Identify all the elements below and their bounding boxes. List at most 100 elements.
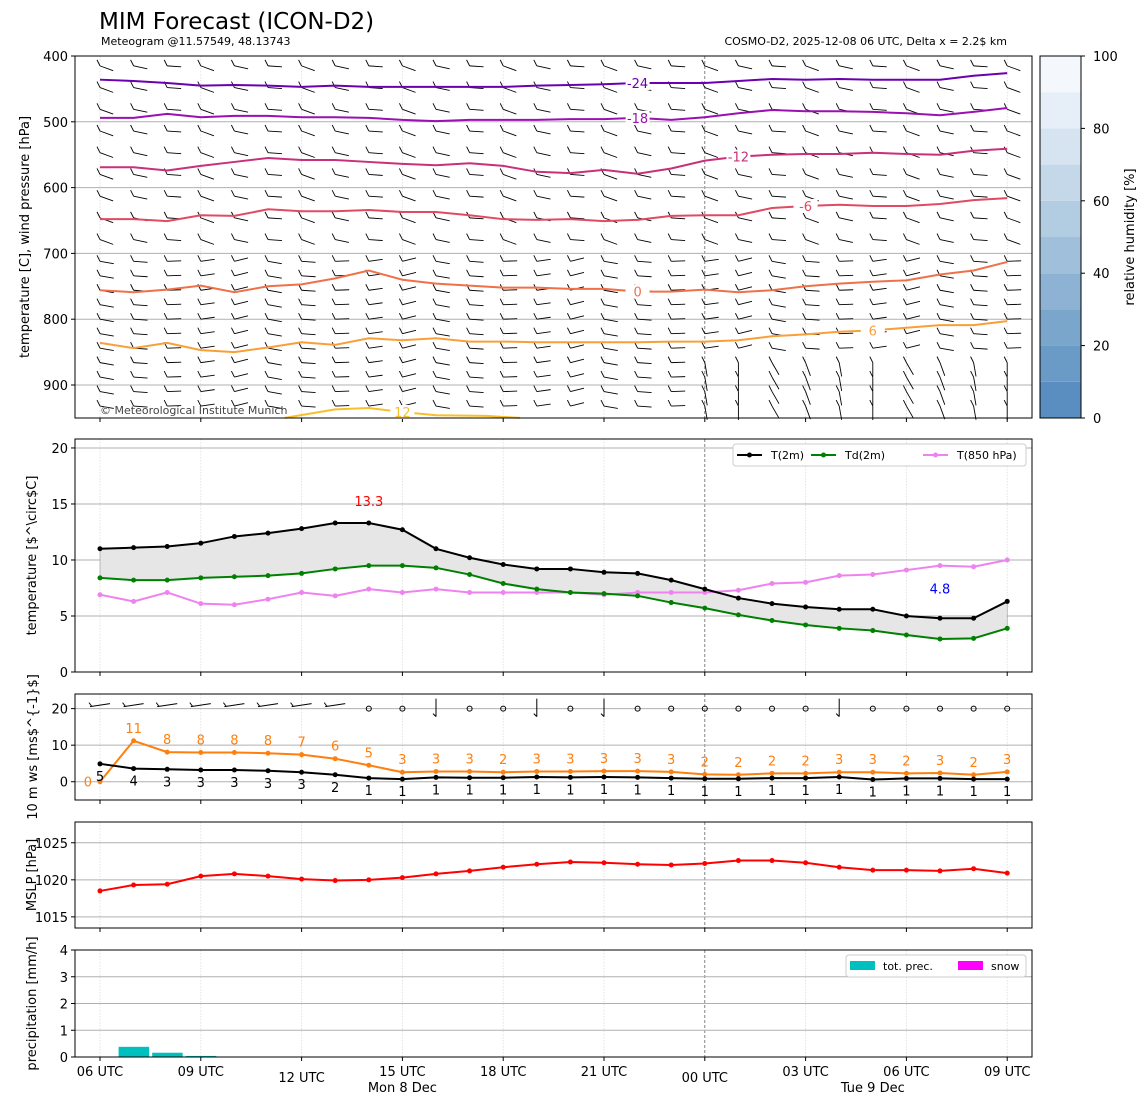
wind-barb — [200, 403, 215, 407]
value-label: 1 — [600, 783, 608, 798]
data-point — [702, 605, 708, 611]
data-point — [903, 613, 909, 619]
wind-barb-flag — [835, 341, 840, 349]
wind-barb-flag — [398, 327, 403, 334]
wind-barb-flag — [634, 298, 639, 305]
data-point — [567, 768, 573, 774]
wind-barb-flag — [365, 356, 370, 363]
wind-barb-flag — [970, 81, 975, 88]
wind-barb — [200, 360, 215, 364]
wind-barb — [671, 217, 686, 220]
wind-barb — [200, 195, 215, 202]
precip-bar — [152, 1052, 183, 1057]
wind-barb-flag — [1003, 385, 1008, 392]
wind-barb — [771, 260, 786, 265]
calm-wind-icon — [903, 705, 910, 712]
wind-barb-flag — [197, 370, 202, 378]
wind-barb — [536, 130, 551, 135]
wind-barb — [234, 239, 249, 243]
wind-barb-flag — [667, 341, 672, 349]
value-label: 1 — [801, 784, 809, 799]
wind-barb — [771, 195, 786, 198]
data-point — [769, 770, 775, 776]
data-point — [601, 569, 607, 575]
wind-barb-flag — [802, 327, 807, 334]
calm-wind-icon — [634, 705, 641, 712]
wind-barb-flag — [768, 312, 773, 320]
value-label: 1 — [633, 783, 641, 798]
y-tick-label: 20 — [51, 703, 68, 718]
wind-barb — [771, 347, 786, 352]
wind-barb — [637, 275, 652, 278]
wind-barb-icon — [533, 698, 538, 717]
wind-barb — [267, 275, 282, 279]
isotherm--24 — [99, 72, 1008, 88]
wind-barb-flag — [869, 284, 874, 291]
wind-barb-flag — [970, 312, 975, 320]
wind-barb — [301, 65, 315, 72]
x-tick-label: 06 UTC — [883, 1065, 929, 1080]
wind-barb-flag — [869, 146, 874, 153]
precip-legend: tot. prec. snow — [845, 954, 1027, 978]
wind-barb-flag — [432, 124, 437, 132]
wind-barb — [368, 331, 383, 335]
wind-barb — [906, 239, 920, 245]
wind-barb-flag — [197, 168, 202, 175]
y-tick-label: 900 — [43, 379, 68, 394]
wind-barb-flag — [230, 233, 235, 240]
data-point — [1004, 625, 1010, 631]
data-point — [971, 866, 977, 872]
wind-barb-flag — [835, 168, 840, 175]
wind-barb-flag — [533, 356, 538, 363]
wind-barb — [906, 391, 914, 404]
wind-barb — [536, 389, 551, 393]
value-label: 3 — [566, 752, 574, 767]
wind-barb — [402, 65, 416, 72]
wind-barb-flag — [96, 284, 101, 291]
wind-barb — [570, 329, 585, 335]
wind-barb-flag — [533, 59, 538, 67]
wind-barb — [771, 304, 786, 308]
wind-barb-flag — [902, 284, 907, 291]
data-point — [467, 572, 473, 578]
wind-barb-flag — [230, 298, 235, 305]
extreme-annotation: 13.3 — [354, 495, 383, 510]
data-point — [534, 774, 540, 780]
wind-barb-flag — [970, 168, 975, 175]
wind-barb — [1007, 130, 1021, 137]
wind-barb-flag — [298, 269, 303, 276]
wind-barb — [570, 373, 585, 378]
wind-barb — [704, 174, 719, 180]
data-point — [433, 774, 439, 780]
wind-barb — [503, 87, 517, 93]
contour-label: 6 — [869, 324, 877, 339]
wind-barb-flag — [902, 103, 907, 110]
wind-barb-flag — [600, 298, 605, 305]
wind-barb-flag — [802, 59, 807, 67]
wind-barb-flag — [432, 312, 437, 320]
value-label: 8 — [197, 733, 205, 748]
wind-barb-flag — [566, 103, 571, 110]
wind-barb-flag — [970, 298, 975, 305]
wind-barb-flag — [634, 269, 639, 276]
wind-barb-flag — [802, 269, 807, 276]
wind-barb-flag — [701, 356, 706, 363]
wind-barb — [267, 289, 282, 294]
wind-barb-flag — [802, 298, 807, 305]
wind-barb-flag — [96, 103, 101, 110]
wind-barb-flag — [970, 233, 975, 240]
wind-barb-flag — [902, 399, 907, 407]
wind-barb — [200, 374, 215, 378]
wind-barb-flag — [533, 298, 538, 305]
wind-barb — [771, 65, 786, 68]
wind-barb-flag — [1003, 284, 1008, 291]
wind-barb-flag — [734, 81, 739, 88]
wind-barb-flag — [902, 356, 907, 363]
wind-barb-flag — [936, 81, 941, 88]
wind-barb-flag — [432, 269, 437, 276]
wind-barb — [738, 217, 753, 222]
data-point — [635, 861, 641, 867]
wind-barb — [973, 65, 988, 68]
value-label: 3 — [936, 754, 944, 769]
wind-barb — [133, 239, 148, 243]
